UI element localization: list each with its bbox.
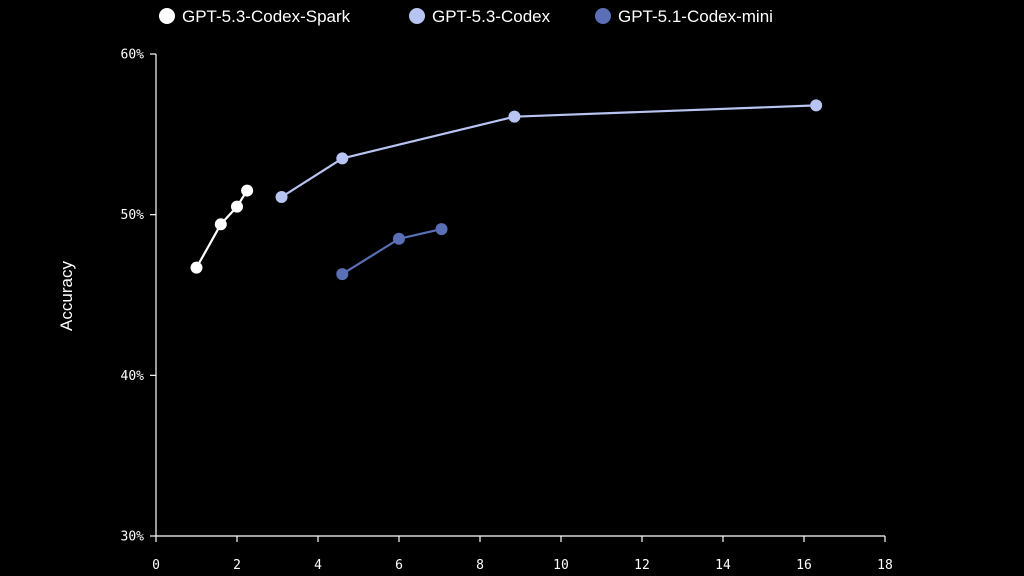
- data-point: [336, 152, 349, 165]
- series-line: [195, 189, 249, 269]
- legend-label: GPT-5.3-Codex: [432, 7, 551, 26]
- legend-item: GPT-5.3-Codex: [409, 7, 551, 26]
- data-point: [508, 110, 521, 123]
- series-3: [336, 223, 448, 281]
- axes: 30% 40% 50% 60% 0 2 4 6 8 10 12 14 16 18: [121, 48, 893, 574]
- data-point: [214, 218, 227, 231]
- x-tick-label: 2: [233, 558, 241, 573]
- series-2: [275, 99, 823, 203]
- data-point: [241, 184, 254, 197]
- series-line: [280, 104, 818, 199]
- x-tick-label: 14: [715, 558, 731, 573]
- data-point: [231, 200, 243, 213]
- data-point: [275, 190, 288, 203]
- legend-marker: [595, 8, 611, 24]
- x-tick-label: 8: [476, 558, 484, 573]
- legend-marker: [159, 8, 175, 24]
- series-line: [341, 228, 443, 276]
- series-1: [190, 184, 254, 274]
- y-tick-label: 30%: [121, 530, 145, 545]
- x-tick-label: 18: [877, 558, 893, 573]
- y-tick-label: 50%: [121, 208, 145, 223]
- data-point: [810, 99, 823, 112]
- y-axis-title: Accuracy: [57, 261, 76, 331]
- data-point: [393, 232, 405, 245]
- legend-item: GPT-5.3-Codex-Spark: [159, 7, 351, 26]
- legend: GPT-5.3-Codex-Spark GPT-5.3-Codex GPT-5.1-…: [159, 7, 773, 26]
- x-tick-label: 16: [796, 558, 812, 573]
- legend-item: GPT-5.1-Codex-mini: [595, 7, 773, 26]
- legend-label: GPT-5.3-Codex-Spark: [182, 7, 351, 26]
- series-layer: [190, 99, 823, 281]
- y-tick-label: 40%: [121, 369, 145, 384]
- legend-label: GPT-5.1-Codex-mini: [618, 7, 773, 26]
- x-tick-label: 0: [152, 558, 160, 573]
- legend-marker: [409, 8, 425, 24]
- data-point: [435, 223, 448, 236]
- x-tick-label: 12: [634, 558, 650, 573]
- y-tick-label: 60%: [121, 48, 145, 63]
- x-tick-label: 10: [553, 558, 569, 573]
- data-point: [190, 261, 203, 274]
- x-tick-label: 6: [395, 558, 403, 573]
- x-tick-label: 4: [314, 558, 322, 573]
- data-point: [336, 268, 349, 281]
